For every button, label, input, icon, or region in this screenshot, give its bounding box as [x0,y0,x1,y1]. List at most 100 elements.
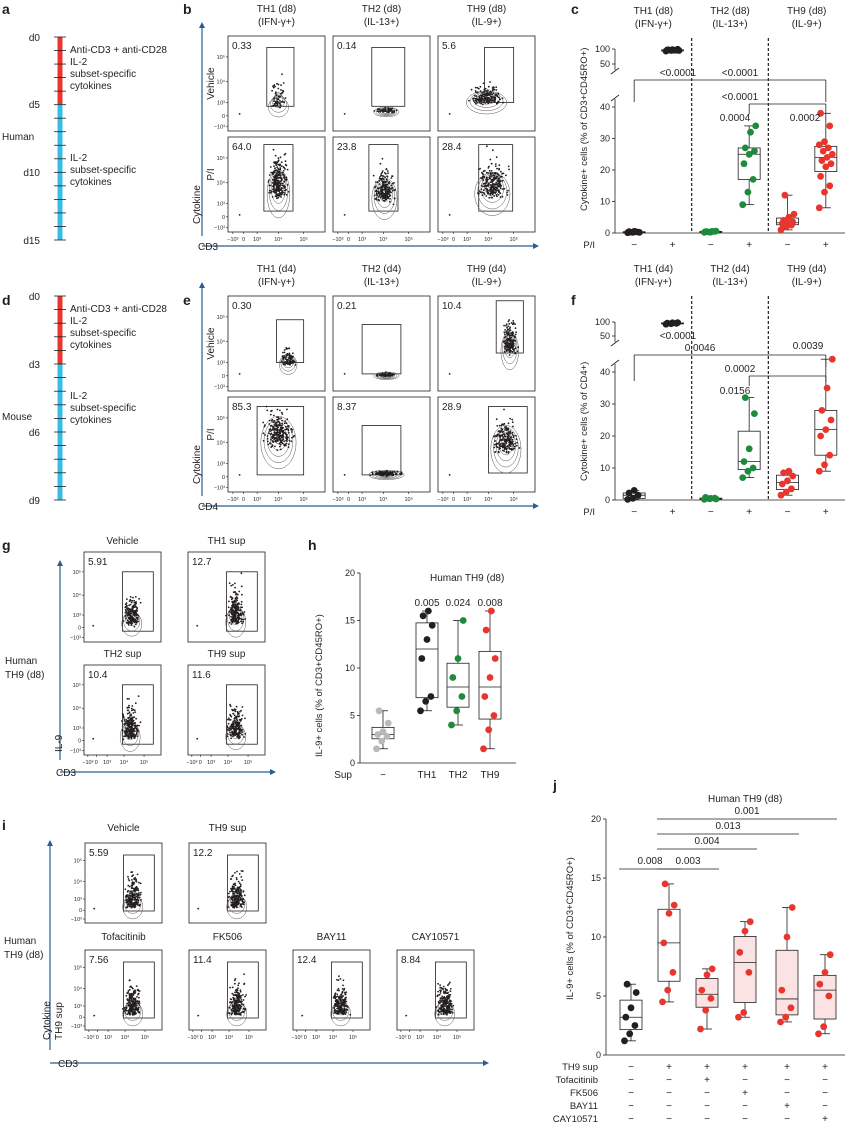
flow-gate [123,961,155,1019]
flow-event [136,893,138,895]
flow-event [439,992,442,994]
flow-event [382,184,384,186]
flow-event [507,328,510,331]
flow-contour [268,97,289,118]
flow-event [240,889,243,892]
flow-event [286,168,289,171]
flow-event [135,985,138,987]
flow-event [510,440,513,443]
flow-event [228,895,231,898]
flow-event [472,97,474,100]
flow-event [495,443,498,446]
flow-event [232,712,235,715]
flow-event [449,1004,452,1007]
data-point [823,384,831,392]
x-condition-sign: − [708,240,714,251]
flow-event [282,170,285,172]
flow-event [482,189,485,192]
flow-event [490,162,493,165]
flow-plot-frame [187,664,266,756]
row-label-pi: P/I [206,428,217,440]
flow-event [482,175,484,178]
flow-event [291,436,293,439]
data-point [481,693,489,700]
flow-event [508,447,510,449]
flow-event [276,100,279,103]
flow-event [238,590,241,593]
flow-event [490,170,493,172]
flow-event [334,992,337,995]
y-tick-label: 50 [600,331,610,341]
flow-event [129,733,132,735]
flow-event [240,603,243,606]
flow-event [511,431,514,434]
data-point [453,707,461,715]
flow-event [229,713,232,716]
flow-event [503,408,505,411]
flow-event [274,432,277,434]
flow-event [480,99,483,101]
flow-event [385,178,388,181]
flow-event [444,987,447,990]
flow-event [504,426,506,428]
flow-event [123,718,126,720]
chart-title: Human TH9 (d8) [708,794,782,805]
flow-event [242,613,245,615]
flow-event [516,350,519,353]
flow-event [272,186,275,188]
flow-event [495,445,498,447]
flow-event [275,161,277,164]
flow-event [380,186,382,189]
flow-event [507,189,509,192]
flow-event [496,425,499,427]
flow-event [131,903,134,906]
flow-event [509,329,512,332]
flow-event [244,1008,247,1010]
flow-event [391,473,393,475]
flow-event [237,889,240,891]
timeline-phase1-text: Anti-CD3 + anti-CD28 [70,45,167,56]
data-point [675,47,683,54]
flow-event [136,896,139,899]
flow-event [275,164,277,167]
flow-event [281,73,283,75]
flow-event [269,428,272,430]
flow-y-tick-label: −10³ [70,636,81,642]
flow-plot-frame [332,396,431,493]
flow-event [244,717,246,720]
p-value-label: 0.003 [675,856,700,867]
flow-event [381,472,384,474]
flow-event [232,720,235,723]
flow-event [284,97,287,99]
flow-event [338,989,340,992]
flow-gate-percentage: 28.9 [442,402,462,413]
group-cytokine: (IFN-γ+) [635,19,672,30]
flow-event [340,1004,343,1007]
flow-event [514,336,517,338]
flow-event [276,102,278,105]
flow-event [241,731,244,734]
flow-event [235,877,238,879]
flow-event [378,373,380,376]
flow-event [229,718,232,721]
flow-event [235,593,237,596]
flow-event [241,593,243,596]
flow-event [478,100,481,102]
flow-event [399,472,401,475]
flow-event [441,997,444,1000]
flow-event [495,86,498,88]
flow-event [336,989,339,992]
flow-event [283,189,286,192]
flow-gate-percentage: 85.3 [232,402,252,413]
x-condition-sign: − [708,507,714,518]
flow-event [237,618,240,621]
flow-event [488,176,491,179]
flow-event [131,615,134,618]
data-point [485,726,493,734]
flow-plot: 12.4−10³ 0 10³ 10⁴ 10⁵ [291,949,371,1041]
flow-event [500,184,503,187]
y-tick-label: 30 [600,134,610,144]
flow-event [284,363,286,366]
